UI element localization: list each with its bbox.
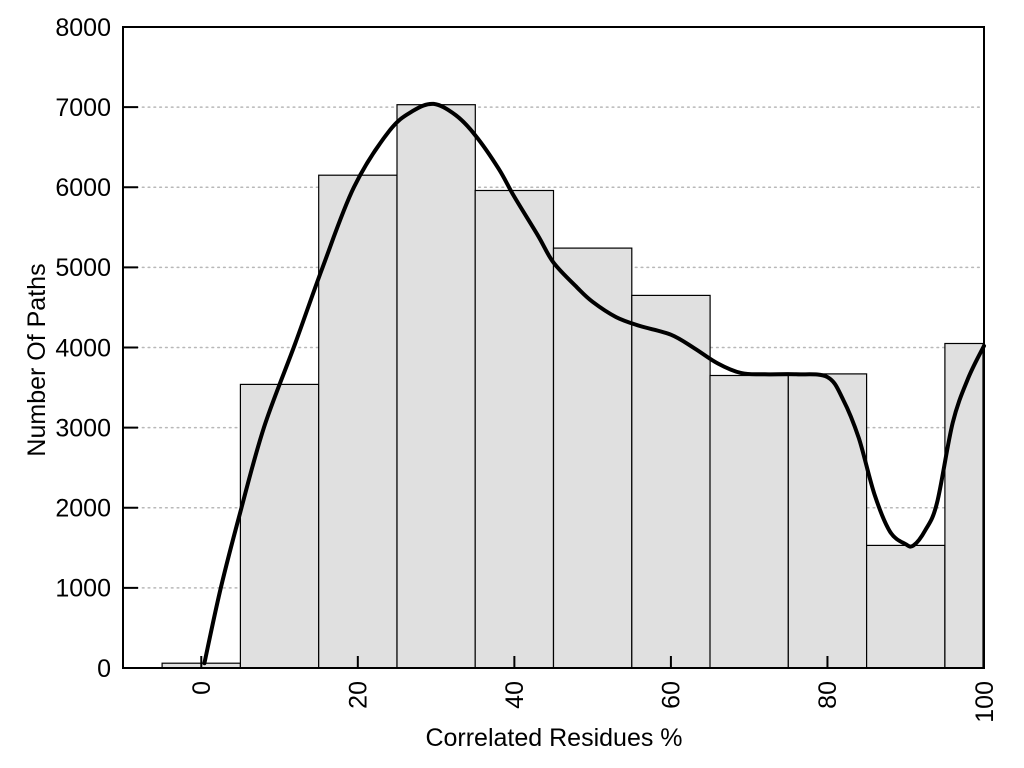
axis-ticks-layer	[124, 26, 985, 669]
y-tick-label-0: 0	[97, 655, 111, 683]
y-tick-label-4000: 4000	[55, 334, 111, 362]
y-tick-label-8000: 8000	[55, 14, 111, 42]
histogram-bar-50	[552, 247, 633, 669]
x-axis-tick-labels: 0 20 40 60 80 100	[188, 681, 999, 723]
x-tick-label-60: 60	[658, 681, 686, 709]
y-tick-label-3000: 3000	[55, 414, 111, 442]
y-tick-label-1000: 1000	[55, 575, 111, 603]
y-tick-label-5000: 5000	[55, 254, 111, 282]
x-tick-label-100: 100	[971, 681, 999, 723]
density-curve	[202, 101, 986, 666]
y-tick-label-6000: 6000	[55, 174, 111, 202]
histogram-bar-20	[318, 174, 398, 669]
x-tick-label-20: 20	[345, 681, 373, 709]
x-axis-title: Correlated Residues %	[425, 724, 682, 752]
histogram-bar-60	[631, 294, 711, 669]
x-tick-label-80: 80	[814, 681, 842, 709]
histogram-bar-40	[474, 189, 555, 669]
y-axis-title: Number Of Paths	[23, 263, 51, 456]
histogram-bar-80	[787, 373, 868, 669]
x-tick-label-0: 0	[188, 681, 216, 695]
histogram-bar-30	[396, 104, 476, 669]
y-axis-tick-labels: 0 1000 2000 3000 4000 5000 6000 7000 8000	[55, 14, 111, 683]
y-tick-label-7000: 7000	[55, 94, 111, 122]
histogram-bar-10	[239, 383, 320, 669]
x-tick-label-40: 40	[501, 681, 529, 709]
y-tick-label-2000: 2000	[55, 495, 111, 523]
histogram-bar-100	[944, 342, 984, 669]
histogram-bar-90	[865, 544, 946, 669]
histogram-bar-70	[709, 374, 789, 669]
histogram-bars-layer	[161, 104, 984, 669]
